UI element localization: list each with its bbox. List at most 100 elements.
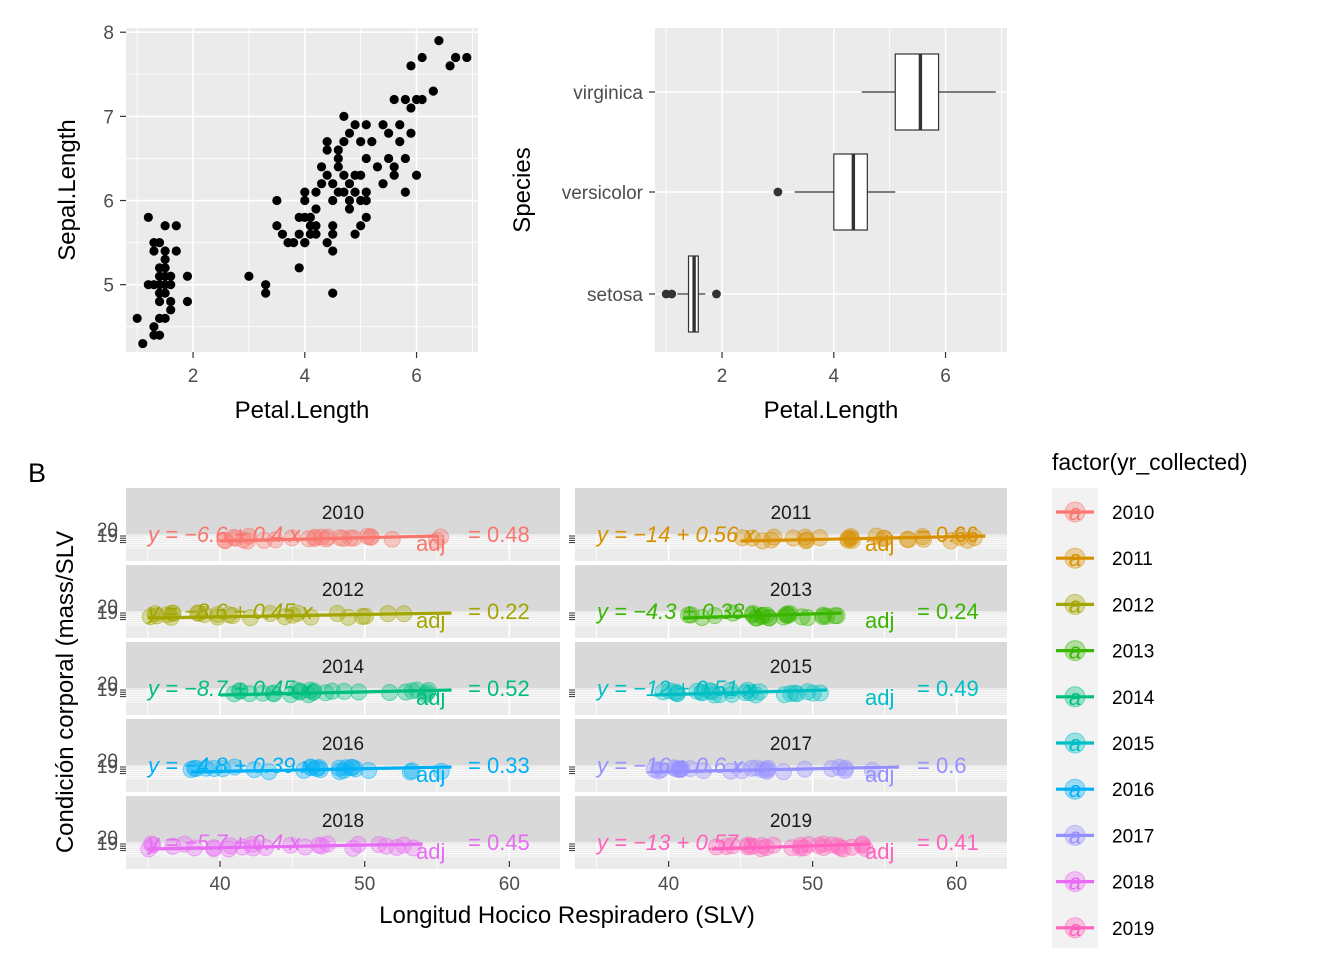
regression-line (711, 842, 871, 851)
facet-strip (575, 719, 1007, 765)
scatter-point (356, 170, 366, 180)
scatter-point (294, 263, 304, 273)
y-tick-label: 8 (103, 23, 114, 44)
scatter-point (361, 212, 371, 222)
scatter-point (132, 313, 142, 323)
legend-key-glyph: a (1069, 777, 1081, 802)
scatter-point (294, 229, 304, 239)
facet-x-axis-ticks: 40 50 60 40 50 60 (209, 861, 967, 895)
scatter-point (389, 170, 399, 180)
legend-item-label: 2019 (1112, 919, 1154, 940)
equation-label: y = −12 + 0.51 x (595, 676, 756, 701)
regression-line (219, 534, 438, 543)
box-outlier (712, 289, 721, 299)
equation-label: y = −14 + 0.56 x (595, 522, 756, 547)
facet-point (357, 607, 375, 625)
x-tick-label: 50 (802, 874, 823, 895)
facet-point (717, 837, 735, 855)
legend-item-2015: a 2015 (1056, 731, 1154, 756)
legend-key-glyph: a (1069, 592, 1081, 617)
scatter-point (160, 313, 170, 323)
x-tick-label: 6 (940, 366, 951, 387)
scatter-point (411, 170, 422, 180)
legend-key-glyph: a (1069, 916, 1081, 941)
facet-strip-label: 2012 (322, 580, 364, 601)
scatter-point (311, 221, 321, 231)
scatter-point (333, 153, 343, 164)
legend-key-glyph: a (1069, 500, 1081, 525)
r2-value-label: = 0.22 (468, 599, 530, 624)
scatter-point (166, 296, 176, 307)
regression-line (682, 611, 842, 620)
scatter-point (400, 187, 410, 197)
facet-2012: 2012 y = −8.6 + 0.45 x = 0.22 adj 2019 (97, 565, 560, 638)
equation-label: y = −4.3 + 0.38 x (595, 599, 763, 624)
facet-point (826, 607, 844, 625)
legend-key-glyph: a (1069, 639, 1081, 664)
scatter-point (339, 170, 349, 180)
scatter-point (344, 195, 355, 206)
regression-line (654, 688, 828, 697)
scatter-point (344, 204, 355, 214)
legend-item-label: 2013 (1112, 642, 1154, 663)
x-tick-label: 60 (499, 874, 520, 895)
x-tick-label: 60 (946, 874, 967, 895)
legend-item-2011: a 2011 (1056, 546, 1153, 571)
facet-2018: 2018 y = −5.7 + 0.4 x = 0.45 adj 2019 (97, 796, 560, 869)
adj-subscript-label: adj (865, 762, 894, 787)
x-tick-label: 2 (188, 366, 199, 387)
legend-key-glyph: a (1069, 870, 1081, 895)
scatter-point (143, 212, 153, 222)
legend-item-2014: a 2014 (1056, 685, 1155, 710)
scatter-point (339, 111, 349, 121)
scatter-point (350, 187, 360, 197)
scatter-axis-ticks: 2 4 6 5 6 7 8 (103, 23, 421, 387)
scatter-point (311, 229, 321, 239)
facet-strip-label: 2017 (770, 734, 812, 755)
scatter-point (428, 86, 438, 96)
regression-line (147, 611, 452, 620)
scatter-point (344, 128, 355, 138)
adj-subscript-label: adj (416, 762, 445, 787)
scatter-point (356, 137, 366, 147)
scatter-point (400, 94, 410, 105)
y-tick-label: versicolor (562, 183, 644, 204)
facet-point (220, 606, 238, 624)
scatter-point (367, 137, 377, 147)
facet-2010: 2010 y = −6.6 + 0.4 x = 0.48 adj 2019 (97, 488, 560, 561)
scatter-point (171, 221, 181, 231)
scatter-point (322, 170, 332, 180)
adj-subscript-label: adj (865, 608, 894, 633)
boxplot-y-axis-title: Species (509, 147, 536, 232)
scatter-point (166, 280, 176, 290)
scatter-point (384, 128, 394, 138)
adj-subscript-label: adj (416, 839, 445, 864)
scatter-point (406, 61, 416, 71)
facet-strip (575, 488, 1007, 534)
scatter-point (417, 52, 427, 63)
facet-strip (126, 488, 560, 534)
scatter-point (434, 36, 444, 46)
scatter-point (361, 153, 371, 164)
y-tick-label: 6 (103, 192, 114, 213)
scatter-point (149, 246, 159, 256)
facet-y-tick-label: 19 (97, 603, 118, 624)
boxplot-plot-background (655, 28, 1007, 352)
r2-value-label: = 0.52 (468, 676, 530, 701)
scatter-point (160, 221, 170, 231)
legend-key-glyph: a (1069, 731, 1081, 756)
x-tick-label: 4 (829, 366, 840, 387)
scatter-point (344, 179, 355, 189)
facet-y-tick-label: 19 (97, 757, 118, 778)
r2-value-label: = 0.41 (917, 830, 979, 855)
scatter-point (333, 145, 343, 155)
facet-point (344, 839, 362, 857)
scatter-point (272, 195, 282, 206)
legend-item-2010: a 2010 (1056, 500, 1154, 525)
facet-y-tick-label: 20 (97, 751, 118, 772)
scatter-point (445, 61, 455, 71)
legend-item-label: 2018 (1112, 873, 1154, 894)
facet-strip-label: 2011 (771, 503, 812, 524)
scatter-point (389, 162, 399, 172)
